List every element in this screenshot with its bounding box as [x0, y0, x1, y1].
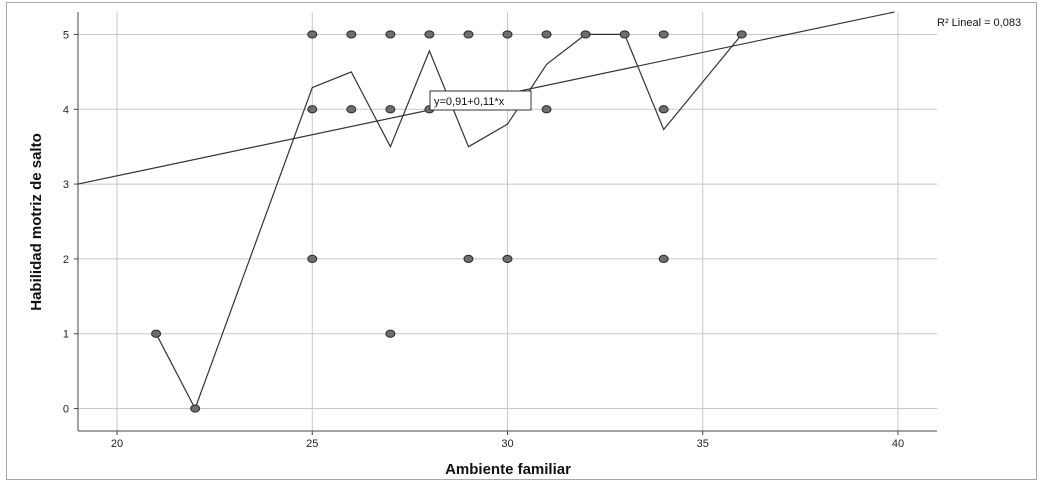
scatter-point — [463, 30, 474, 39]
scatter-point — [541, 105, 552, 114]
scatter-point — [502, 254, 513, 264]
scatter-point — [307, 105, 318, 114]
scatter-point — [307, 254, 318, 264]
scatter-point — [658, 254, 669, 264]
y-tick-label: 3 — [63, 179, 69, 191]
equation-box — [429, 90, 532, 111]
y-tick-label: 4 — [63, 104, 69, 116]
scatter-point — [502, 30, 513, 39]
x-tick-label: 25 — [306, 438, 318, 450]
scatter-point — [151, 329, 162, 338]
x-tick-label: 20 — [111, 438, 123, 450]
x-axis-title: Ambiente familiar — [445, 461, 571, 478]
scatter-point — [346, 30, 357, 39]
chart-frame — [6, 2, 1037, 480]
x-tick-label: 30 — [501, 438, 513, 450]
scatter-point — [385, 329, 396, 338]
y-tick-label: 1 — [63, 329, 69, 341]
scatter-point — [346, 105, 357, 114]
grid-layer — [78, 12, 937, 431]
y-tick-label: 5 — [63, 29, 69, 41]
scatter-point — [385, 105, 396, 114]
scatter-point — [307, 30, 318, 39]
tick-label-layer: 20 25 30 35 40 0 1 2 3 4 5 — [63, 29, 904, 450]
scatter-point — [658, 30, 669, 39]
equation-text: y=0,91+0,11*x — [434, 96, 505, 108]
scatter-point — [619, 30, 630, 39]
scatter-point — [580, 30, 591, 39]
scatter-point — [463, 254, 474, 264]
x-tick-label: 40 — [892, 438, 904, 450]
x-tick-label: 35 — [697, 438, 709, 450]
y-tick-label: 2 — [63, 254, 69, 266]
equation-label: y=0,91+0,11*x — [429, 90, 532, 111]
r2-label: R² Lineal = 0,083 — [937, 17, 1021, 29]
scatter-point — [658, 105, 669, 114]
scatter-point — [424, 30, 435, 39]
y-tick-label: 0 — [63, 404, 69, 416]
y-axis-title: Habilidad motriz de salto — [28, 133, 45, 311]
scatter-point — [541, 30, 552, 39]
scatter-point — [736, 30, 747, 39]
scatter-point — [385, 30, 396, 39]
scatter-point — [190, 404, 201, 413]
point-layer — [151, 30, 747, 413]
